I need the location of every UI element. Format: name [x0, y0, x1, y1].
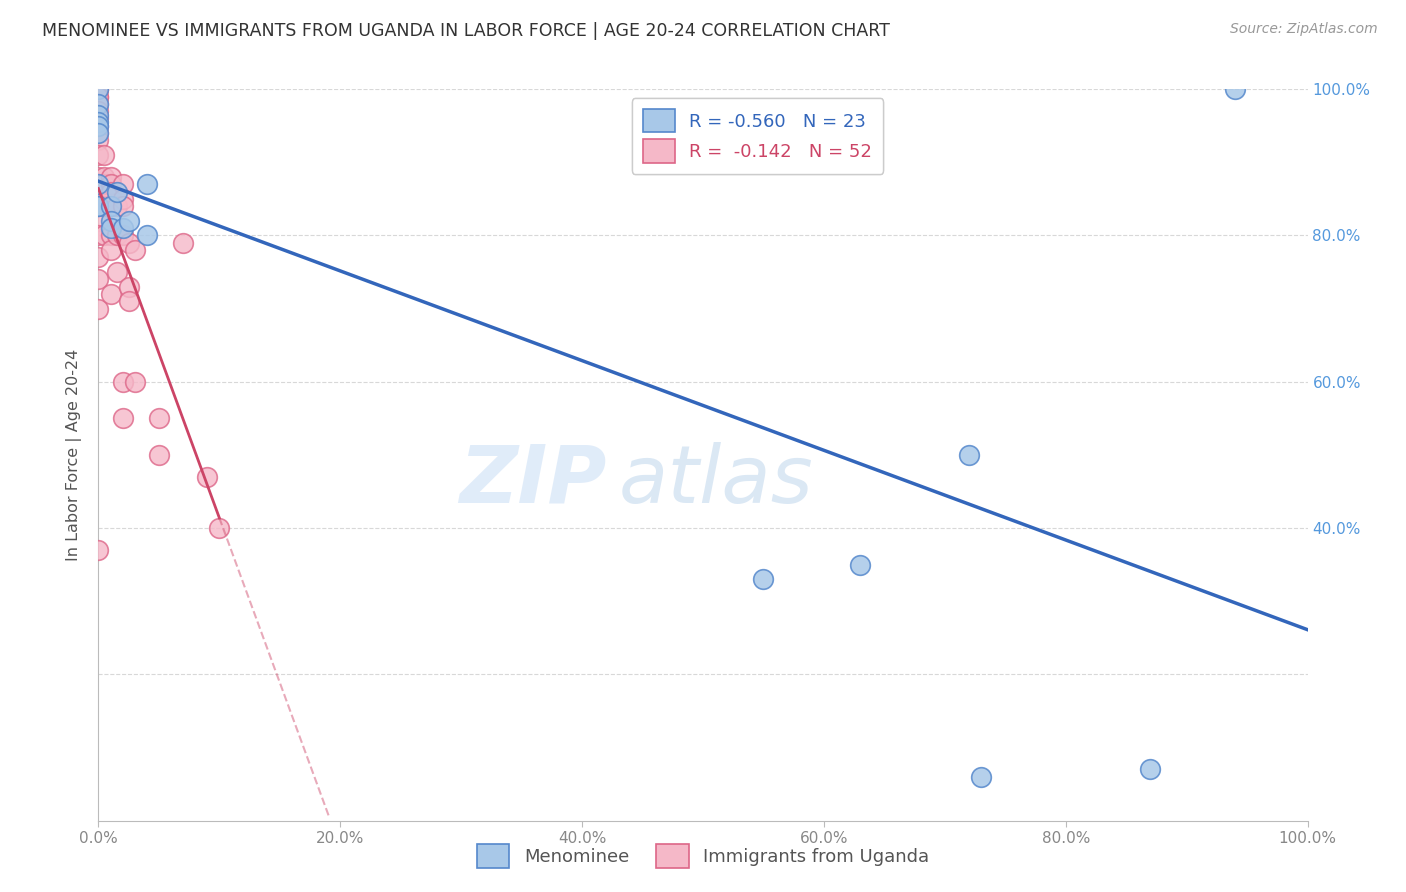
Point [87, 104, 110, 119]
Point [105, 228, 128, 243]
Point [93, 178, 115, 192]
Point [100, 185, 122, 199]
Point [124, 375, 146, 389]
Point [135, 228, 157, 243]
Point [87, 178, 110, 192]
Point [195, 470, 218, 484]
Text: ZIP: ZIP [458, 442, 606, 519]
Point [100, 214, 122, 228]
Point [93, 199, 115, 213]
Point [957, 448, 980, 462]
Legend: Menominee, Immigrants from Uganda: Menominee, Immigrants from Uganda [465, 834, 941, 879]
Point [87, 178, 110, 192]
Point [87, 108, 110, 122]
Text: Source: ZipAtlas.com: Source: ZipAtlas.com [1230, 22, 1378, 37]
Point [118, 235, 141, 250]
Point [148, 448, 170, 462]
Point [87, 148, 110, 162]
Point [87, 199, 110, 213]
Point [100, 221, 122, 235]
Legend: R = -0.560   N = 23, R =  -0.142   N = 52: R = -0.560 N = 23, R = -0.142 N = 52 [631, 98, 883, 174]
Point [111, 228, 134, 243]
Point [100, 199, 122, 213]
Point [100, 169, 122, 184]
Y-axis label: In Labor Force | Age 20-24: In Labor Force | Age 20-24 [66, 349, 83, 561]
Point [87, 119, 110, 133]
Point [87, 169, 110, 184]
Point [87, 89, 110, 103]
Point [105, 265, 128, 279]
Point [1139, 763, 1161, 777]
Point [111, 192, 134, 206]
Point [87, 96, 110, 111]
Point [148, 411, 170, 425]
Point [100, 243, 122, 257]
Point [87, 199, 110, 213]
Point [93, 148, 115, 162]
Point [87, 214, 110, 228]
Point [111, 199, 134, 213]
Point [87, 126, 110, 140]
Point [87, 112, 110, 126]
Point [208, 521, 231, 535]
Point [87, 199, 110, 213]
Point [100, 228, 122, 243]
Point [87, 133, 110, 147]
Point [87, 543, 110, 558]
Point [172, 235, 194, 250]
Point [87, 82, 110, 96]
Point [87, 82, 110, 96]
Point [87, 272, 110, 286]
Point [87, 89, 110, 103]
Point [100, 199, 122, 213]
Point [849, 558, 872, 572]
Text: MENOMINEE VS IMMIGRANTS FROM UGANDA IN LABOR FORCE | AGE 20-24 CORRELATION CHART: MENOMINEE VS IMMIGRANTS FROM UGANDA IN L… [42, 22, 890, 40]
Point [105, 199, 128, 213]
Point [1223, 82, 1246, 96]
Point [87, 228, 110, 243]
Point [752, 572, 775, 586]
Point [111, 221, 134, 235]
Point [93, 169, 115, 184]
Point [87, 185, 110, 199]
Point [87, 96, 110, 111]
Point [105, 185, 128, 199]
Point [124, 243, 146, 257]
Point [111, 411, 134, 425]
Point [118, 294, 141, 309]
Point [118, 279, 141, 293]
Point [87, 119, 110, 133]
Point [100, 178, 122, 192]
Point [87, 115, 110, 129]
Point [87, 251, 110, 265]
Point [111, 178, 134, 192]
Point [111, 375, 134, 389]
Point [118, 214, 141, 228]
Point [87, 126, 110, 140]
Point [87, 301, 110, 316]
Text: atlas: atlas [619, 442, 813, 519]
Point [87, 82, 110, 96]
Point [93, 228, 115, 243]
Point [970, 770, 993, 784]
Point [135, 178, 157, 192]
Point [100, 287, 122, 301]
